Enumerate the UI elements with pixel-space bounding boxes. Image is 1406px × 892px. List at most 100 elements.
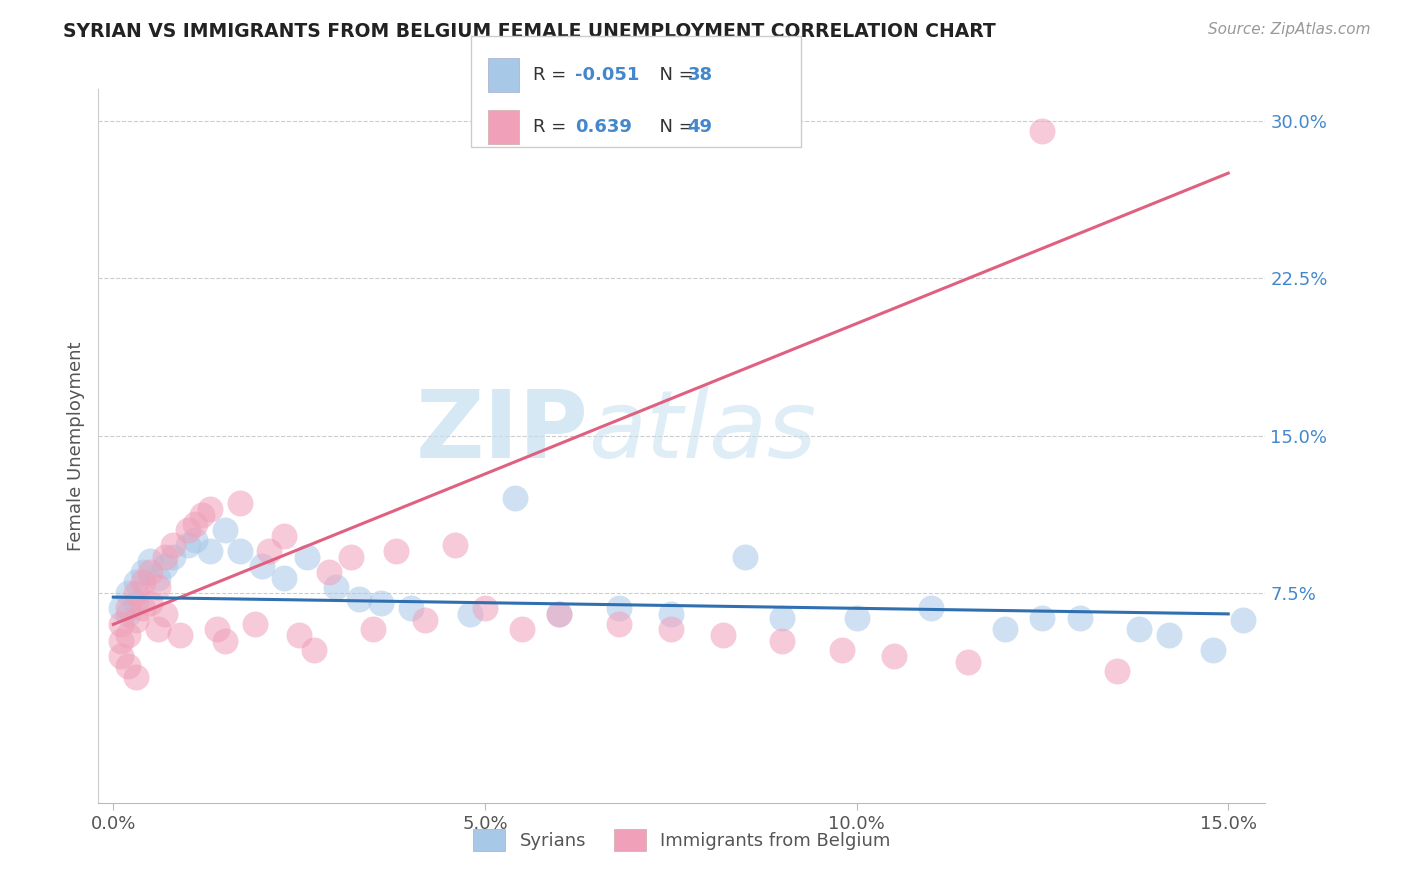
Text: 38: 38 xyxy=(688,66,713,84)
Point xyxy=(340,550,363,565)
Point xyxy=(117,586,139,600)
Legend: Syrians, Immigrants from Belgium: Syrians, Immigrants from Belgium xyxy=(465,822,898,858)
Point xyxy=(155,607,177,621)
Text: 49: 49 xyxy=(688,118,713,136)
Point xyxy=(250,558,273,573)
Point xyxy=(117,607,139,621)
Point xyxy=(302,642,325,657)
Point xyxy=(146,580,169,594)
Point xyxy=(117,659,139,673)
Point xyxy=(957,655,980,669)
Point xyxy=(176,538,198,552)
Point xyxy=(110,648,132,663)
Point xyxy=(110,600,132,615)
Text: ZIP: ZIP xyxy=(416,385,589,478)
Point xyxy=(124,670,146,684)
Point xyxy=(607,617,630,632)
Point xyxy=(198,502,221,516)
Point xyxy=(273,529,295,543)
Point xyxy=(162,550,184,565)
Point xyxy=(146,571,169,585)
Y-axis label: Female Unemployment: Female Unemployment xyxy=(66,342,84,550)
Point xyxy=(214,634,236,648)
Point xyxy=(831,642,853,657)
Point xyxy=(770,634,793,648)
Point xyxy=(184,533,207,548)
Point xyxy=(198,544,221,558)
Point xyxy=(920,600,942,615)
Point xyxy=(883,648,905,663)
Point xyxy=(139,596,162,610)
Point xyxy=(207,622,229,636)
Point xyxy=(1128,622,1150,636)
Point xyxy=(124,613,146,627)
Point xyxy=(548,607,571,621)
Point xyxy=(659,607,682,621)
Point xyxy=(1105,664,1128,678)
Point xyxy=(415,613,437,627)
Point xyxy=(659,622,682,636)
Text: N =: N = xyxy=(648,66,700,84)
Text: atlas: atlas xyxy=(589,386,817,477)
Point xyxy=(474,600,496,615)
Point xyxy=(1202,642,1225,657)
Point xyxy=(318,565,340,579)
Point xyxy=(1031,611,1053,625)
Point xyxy=(124,596,146,610)
Point xyxy=(384,544,406,558)
Point xyxy=(845,611,868,625)
Point xyxy=(162,538,184,552)
Point xyxy=(325,580,347,594)
Point xyxy=(132,565,155,579)
Point xyxy=(214,523,236,537)
Text: -0.051: -0.051 xyxy=(575,66,640,84)
Point xyxy=(169,628,191,642)
Text: R =: R = xyxy=(533,118,572,136)
Point xyxy=(458,607,481,621)
Point xyxy=(155,550,177,565)
Point xyxy=(139,554,162,568)
Point xyxy=(370,596,392,610)
Point xyxy=(228,496,250,510)
Point xyxy=(607,600,630,615)
Point xyxy=(243,617,266,632)
Point xyxy=(444,538,467,552)
Point xyxy=(132,600,155,615)
Point xyxy=(176,523,198,537)
Point xyxy=(734,550,756,565)
Point xyxy=(1069,611,1091,625)
Point xyxy=(711,628,734,642)
Point xyxy=(1157,628,1180,642)
Point xyxy=(184,516,207,531)
Point xyxy=(295,550,318,565)
Point xyxy=(146,622,169,636)
Point xyxy=(548,607,571,621)
Point xyxy=(503,491,526,506)
Point xyxy=(117,600,139,615)
Point xyxy=(132,575,155,590)
Text: 0.639: 0.639 xyxy=(575,118,631,136)
Point xyxy=(155,558,177,573)
Point xyxy=(994,622,1017,636)
Point xyxy=(259,544,281,558)
Point xyxy=(110,634,132,648)
Text: R =: R = xyxy=(533,66,572,84)
Text: Source: ZipAtlas.com: Source: ZipAtlas.com xyxy=(1208,22,1371,37)
Text: N =: N = xyxy=(648,118,700,136)
Point xyxy=(139,565,162,579)
Point xyxy=(510,622,533,636)
Point xyxy=(117,628,139,642)
Point xyxy=(273,571,295,585)
Point xyxy=(1031,124,1053,138)
Point xyxy=(399,600,422,615)
Point xyxy=(228,544,250,558)
Point xyxy=(124,586,146,600)
Point xyxy=(770,611,793,625)
Point xyxy=(347,592,370,607)
Point xyxy=(124,575,146,590)
Point xyxy=(363,622,385,636)
Point xyxy=(110,617,132,632)
Point xyxy=(288,628,311,642)
Point xyxy=(191,508,214,523)
Text: SYRIAN VS IMMIGRANTS FROM BELGIUM FEMALE UNEMPLOYMENT CORRELATION CHART: SYRIAN VS IMMIGRANTS FROM BELGIUM FEMALE… xyxy=(63,22,995,41)
